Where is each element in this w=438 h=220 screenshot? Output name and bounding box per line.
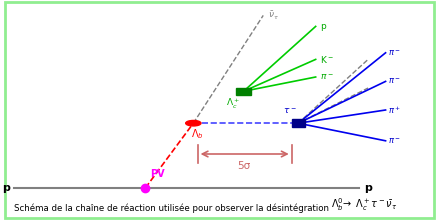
Bar <box>236 88 251 95</box>
Text: $\Lambda_b$: $\Lambda_b$ <box>191 128 204 141</box>
Text: 5σ: 5σ <box>237 161 250 171</box>
Text: p: p <box>2 183 10 193</box>
Text: $\tau^-$: $\tau^-$ <box>283 107 297 116</box>
Text: $\Lambda_b^0\!\rightarrow\;\Lambda_c^+\tau^-\bar{\nu}_\tau$: $\Lambda_b^0\!\rightarrow\;\Lambda_c^+\t… <box>331 197 398 213</box>
Bar <box>292 119 305 127</box>
Text: PV: PV <box>150 169 164 179</box>
Text: Schéma de la chaîne de réaction utilisée pour observer la désintégration: Schéma de la chaîne de réaction utilisée… <box>14 204 329 213</box>
Text: p: p <box>320 22 326 31</box>
Text: K$^-$: K$^-$ <box>320 54 334 65</box>
Text: $\bar{\nu}_\tau$: $\bar{\nu}_\tau$ <box>268 9 279 22</box>
Text: $\pi^-$: $\pi^-$ <box>388 77 401 86</box>
Text: $\Lambda_c^+$: $\Lambda_c^+$ <box>226 97 240 111</box>
Text: $\pi^-$: $\pi^-$ <box>320 72 334 82</box>
Text: p: p <box>364 183 371 193</box>
Text: $\pi^-$: $\pi^-$ <box>388 48 401 58</box>
Ellipse shape <box>186 121 201 126</box>
Text: $\pi^-$: $\pi^-$ <box>388 136 401 146</box>
Text: $\pi^+$: $\pi^+$ <box>388 104 401 116</box>
